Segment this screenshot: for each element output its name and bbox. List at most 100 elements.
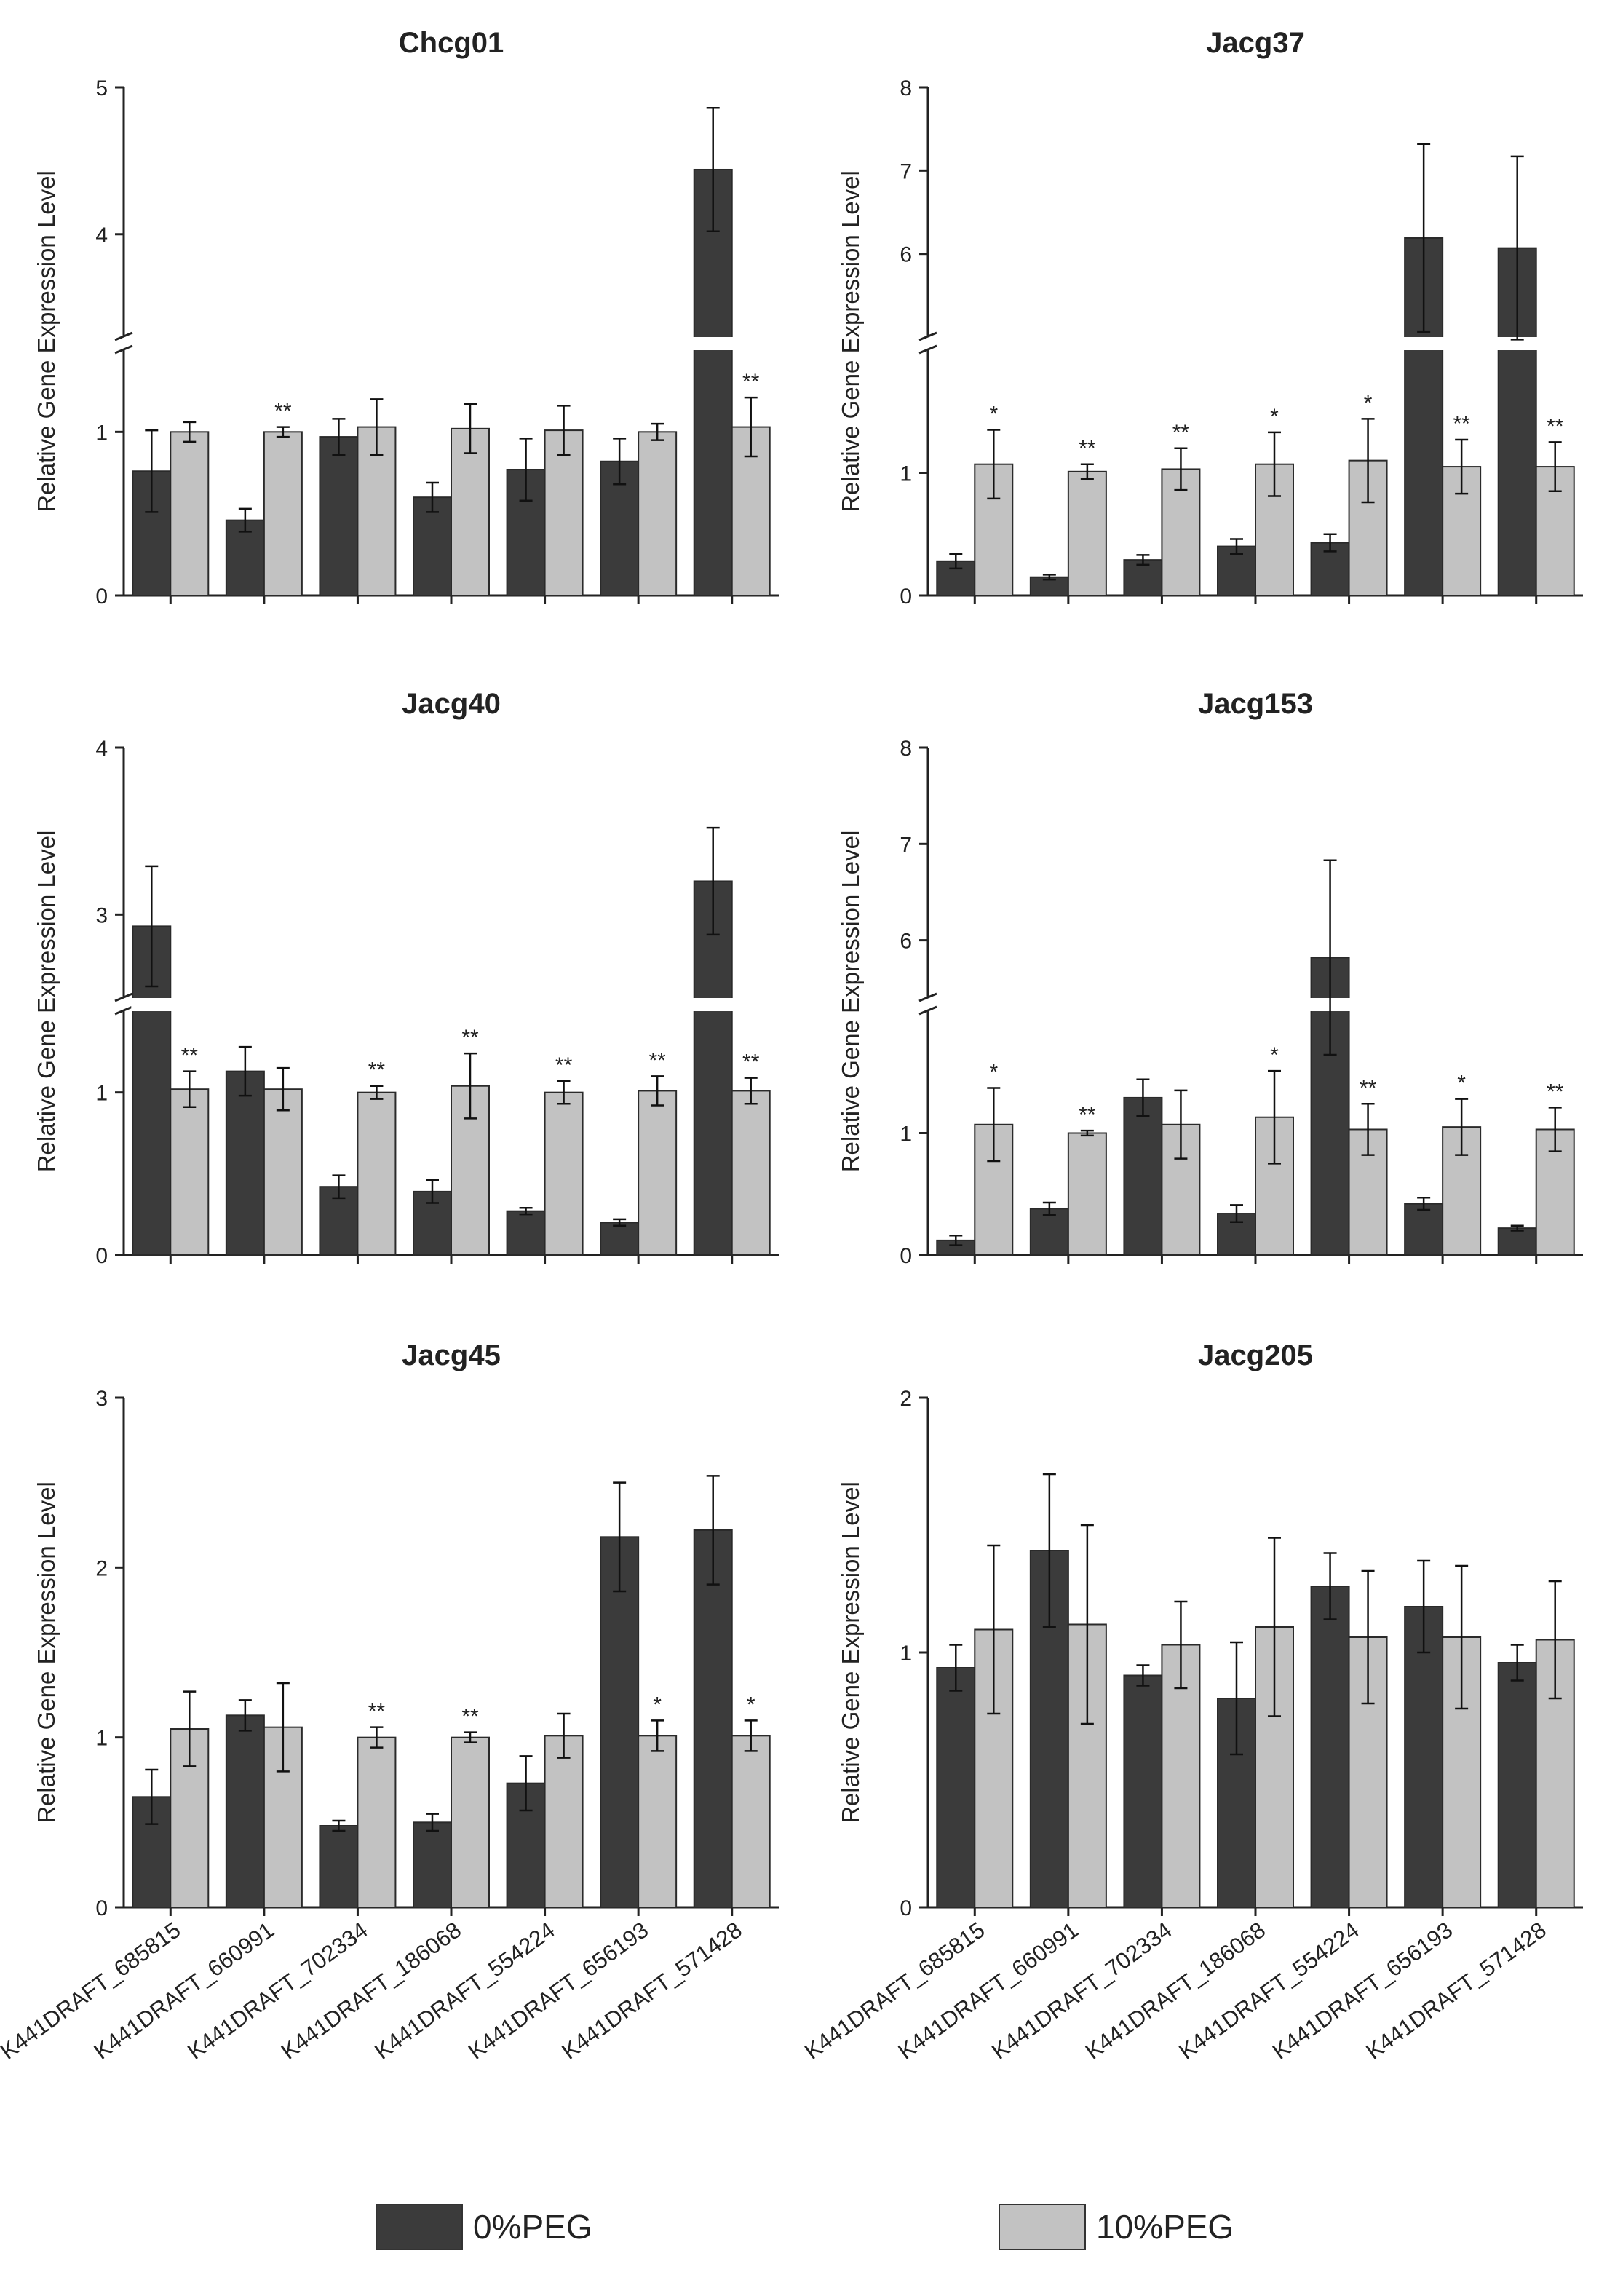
significance-marker: **	[461, 1026, 479, 1050]
significance-marker: *	[989, 403, 998, 427]
bar-10peg	[263, 431, 303, 596]
significance-marker: *	[747, 1693, 755, 1717]
panel-chcg01: Chcg01 Relative Gene Expression Level 0 1 4 5…	[33, 27, 779, 609]
legend-item-10peg: 10%PEG	[999, 2201, 1234, 2252]
bar-0peg	[1497, 1227, 1537, 1256]
bar-0peg	[600, 1222, 640, 1256]
legend-label-10peg: 10%PEG	[1096, 2208, 1234, 2246]
axis-break-mark	[918, 344, 937, 355]
bar-10peg	[731, 1735, 771, 1908]
legend-label-0peg: 0%PEG	[473, 2208, 592, 2246]
y-tick-label: 2	[95, 1556, 108, 1580]
panel-jacg37: Jacg37 Relative Gene Expression Level 0 1 6 7…	[837, 27, 1583, 609]
bar-10peg	[357, 1736, 397, 1909]
bar-0peg	[1404, 1203, 1444, 1256]
bar-0peg	[600, 1536, 640, 1908]
bar-10peg	[1067, 1132, 1107, 1256]
bar-0peg	[1123, 1096, 1163, 1256]
bar-10peg	[451, 1736, 490, 1909]
y-axis-label: Relative Gene Expression Level	[33, 1481, 60, 1824]
y-tick-label: 1	[95, 421, 108, 445]
y-tick-label: 7	[900, 159, 912, 183]
significance-marker: **	[555, 1053, 573, 1077]
bar-10peg	[1067, 470, 1107, 596]
significance-marker: **	[368, 1058, 386, 1082]
y-tick-label: 2	[900, 1387, 912, 1411]
y-tick-label: 3	[95, 903, 108, 927]
significance-marker: *	[1270, 1043, 1279, 1067]
axis-break-mark	[114, 344, 133, 355]
bar-10peg	[170, 1088, 210, 1256]
y-axis-label: Relative Gene Expression Level	[33, 170, 60, 512]
panel-title: Jacg205	[1198, 1339, 1313, 1371]
significance-marker: **	[274, 400, 292, 424]
axis-break-mark	[114, 992, 133, 1002]
y-axis-label: Relative Gene Expression Level	[33, 831, 60, 1173]
axis-break-mark	[918, 1005, 937, 1016]
y-tick-label: 0	[95, 1244, 108, 1268]
y-tick-label: 0	[95, 1896, 108, 1920]
bar-10peg	[544, 1091, 584, 1256]
legend-swatch-0peg	[376, 2204, 463, 2250]
bar-10peg	[263, 1088, 303, 1256]
bar-0peg	[506, 1210, 546, 1256]
legend-swatch-10peg	[999, 2204, 1086, 2250]
significance-marker: *	[1457, 1072, 1466, 1096]
bar-break-gap	[1403, 337, 1445, 350]
bar-0peg	[319, 1825, 359, 1908]
panel-title: Chcg01	[399, 27, 504, 59]
bar-0peg	[693, 1529, 733, 1908]
bar-0peg	[225, 1070, 265, 1256]
bar-0peg	[225, 1714, 265, 1908]
bar-0peg	[1404, 1606, 1444, 1908]
y-tick-label: 8	[900, 76, 912, 100]
bar-break-gap	[1496, 337, 1538, 350]
y-tick-label: 7	[900, 833, 912, 857]
significance-marker: **	[461, 1705, 479, 1729]
y-axis-label: Relative Gene Expression Level	[837, 170, 864, 512]
significance-marker: **	[1079, 1103, 1096, 1127]
axis-break-mark	[918, 331, 937, 341]
y-tick-label: 1	[900, 1642, 912, 1666]
significance-marker: **	[648, 1048, 666, 1072]
axis-break-mark	[114, 1005, 133, 1016]
significance-marker: *	[1364, 391, 1373, 415]
legend-item-0peg: 0%PEG	[376, 2201, 592, 2252]
panel-jacg40: Jacg40 Relative Gene Expression Level 0 1 3 4…	[33, 688, 779, 1268]
significance-marker: **	[368, 1700, 386, 1724]
panel-jacg153: Jacg153 Relative Gene Expression Level 0 1 6…	[837, 688, 1583, 1268]
panel-jacg205: Jacg205 Relative Gene Expression Level 0 1 2…	[800, 1339, 1583, 2065]
bar-10peg	[638, 1090, 678, 1256]
y-tick-label: 0	[900, 1896, 912, 1920]
y-tick-label: 6	[900, 930, 912, 954]
panel-title: Jacg153	[1198, 688, 1313, 720]
bar-break-gap	[131, 998, 172, 1011]
x-tick-label: K441DRAFT_571428	[1361, 1917, 1550, 2065]
significance-marker: **	[742, 1050, 760, 1074]
bar-10peg	[1255, 463, 1294, 597]
significance-marker: **	[1547, 414, 1564, 438]
significance-marker: **	[742, 370, 760, 394]
y-tick-label: 6	[900, 243, 912, 267]
x-tick-label: K441DRAFT_571428	[557, 1917, 746, 2065]
bar-0peg	[693, 880, 733, 1256]
y-tick-label: 0	[95, 585, 108, 609]
significance-marker: **	[1360, 1076, 1377, 1100]
bar-10peg	[451, 427, 490, 597]
panel-title: Jacg40	[402, 688, 501, 720]
bar-0peg	[1123, 1674, 1163, 1908]
significance-marker: **	[1547, 1080, 1564, 1104]
bar-10peg	[170, 431, 210, 596]
bar-0peg	[936, 1667, 976, 1908]
y-tick-label: 0	[900, 1244, 912, 1268]
bar-0peg	[1310, 1586, 1350, 1908]
y-tick-label: 4	[95, 223, 108, 248]
y-axis-label: Relative Gene Expression Level	[837, 831, 864, 1173]
bar-0peg	[693, 168, 733, 597]
bar-10peg	[544, 1735, 584, 1908]
panel-title: Jacg45	[402, 1339, 501, 1371]
bar-10peg	[357, 1091, 397, 1256]
significance-marker: *	[653, 1693, 662, 1717]
y-tick-label: 1	[95, 1727, 108, 1751]
y-axis-label: Relative Gene Expression Level	[837, 1481, 864, 1824]
